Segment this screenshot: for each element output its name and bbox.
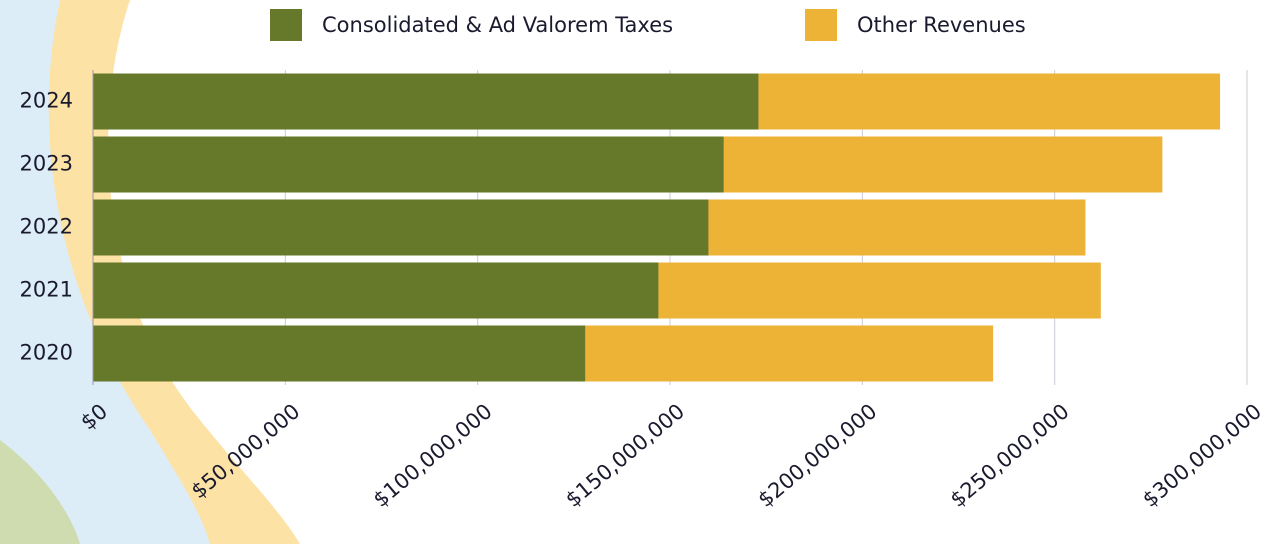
bar-segment <box>585 325 994 382</box>
x-tick-label: $250,000,000 <box>946 399 1074 512</box>
y-tick-label: 2021 <box>20 278 73 302</box>
legend-swatch <box>805 9 837 41</box>
bar-segment <box>708 199 1086 256</box>
x-tick-label: $100,000,000 <box>369 399 497 512</box>
legend-label: Other Revenues <box>857 13 1026 37</box>
x-tick-label: $300,000,000 <box>1138 399 1266 512</box>
bar-segment <box>723 136 1163 193</box>
legend-label: Consolidated & Ad Valorem Taxes <box>322 13 673 37</box>
bar-segment <box>93 325 586 382</box>
y-tick-label: 2024 <box>20 89 73 113</box>
bar-segment <box>93 73 759 130</box>
x-tick-label: $200,000,000 <box>753 399 881 512</box>
x-tick-label: $150,000,000 <box>561 399 689 512</box>
bar-segment <box>758 73 1221 130</box>
y-tick-label: 2020 <box>20 341 73 365</box>
bar-segment <box>93 199 709 256</box>
background-wave <box>0 440 80 544</box>
bar-segment <box>93 262 659 319</box>
bar-segment <box>658 262 1101 319</box>
bar-segment <box>93 136 724 193</box>
y-tick-label: 2022 <box>20 215 73 239</box>
background-wave <box>0 0 210 544</box>
y-tick-label: 2023 <box>20 152 73 176</box>
legend-swatch <box>270 9 302 41</box>
